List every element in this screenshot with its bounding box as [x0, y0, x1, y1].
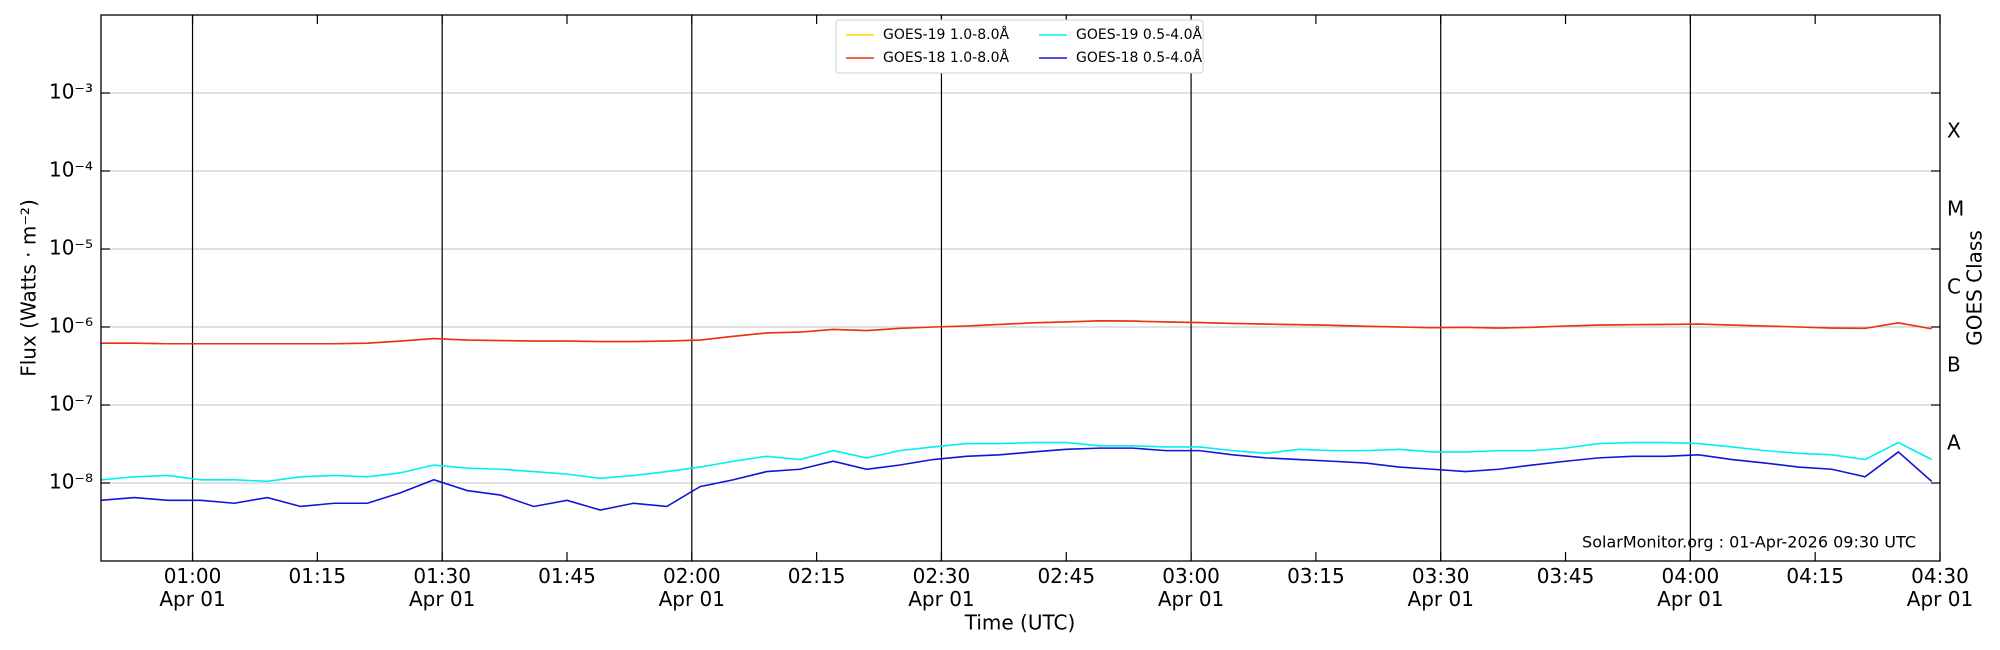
x-tick-label: 04:30 Apr 01	[1906, 564, 1974, 611]
x-tick-label: 01:00 Apr 01	[159, 564, 226, 611]
x-tick-label: 04:15	[1786, 564, 1844, 588]
x-tick-label: 03:15	[1287, 564, 1345, 588]
legend-box	[835, 19, 1204, 74]
class-label: M	[1947, 197, 1964, 221]
annotation: SolarMonitor.org : 01-Apr-2026 09:30 UTC	[1582, 533, 1916, 552]
x-tick-label: 01:45	[538, 564, 596, 588]
class-label: X	[1947, 119, 1961, 143]
y-axis-label: Flux (Watts · m⁻²)	[17, 199, 41, 377]
legend-label: GOES-19 0.5-4.0Å	[1076, 26, 1202, 43]
legend-label: GOES-18 1.0-8.0Å	[883, 49, 1009, 66]
y-tick-label: 10⁻⁸	[49, 470, 93, 494]
legend-label: GOES-19 1.0-8.0Å	[883, 26, 1009, 43]
y-tick-label: 10⁻⁷	[49, 392, 93, 416]
y-tick-label: 10⁻⁴	[49, 158, 93, 182]
plot-frame	[100, 14, 1941, 562]
x-tick-label: 03:45	[1536, 564, 1595, 588]
x-tick-label: 02:45	[1037, 564, 1096, 588]
x-tick-label: 02:15	[787, 564, 846, 588]
class-label: A	[1947, 431, 1961, 455]
x-tick-label: 02:30 Apr 01	[908, 564, 975, 611]
x-tick-label: 04:00 Apr 01	[1657, 564, 1724, 611]
class-label: B	[1947, 353, 1961, 377]
series-line	[100, 447, 1933, 511]
x-axis-label: Time (UTC)	[964, 611, 1076, 635]
class-label: C	[1947, 275, 1961, 299]
x-tick-label: 01:15	[288, 564, 347, 588]
series-line	[100, 441, 1933, 483]
series-line	[101, 320, 1932, 345]
x-tick-label: 03:00 Apr 01	[1157, 564, 1225, 611]
y-tick-label: 10⁻⁵	[49, 236, 93, 260]
legend-label: GOES-18 0.5-4.0Å	[1076, 49, 1202, 66]
x-tick-label: 01:30 Apr 01	[408, 564, 476, 611]
y2-axis-label: GOES Class	[1963, 230, 1987, 346]
x-tick-label: 03:30 Apr 01	[1407, 564, 1474, 611]
y-tick-label: 10⁻³	[49, 80, 93, 104]
y-tick-label: 10⁻⁶	[49, 314, 93, 338]
x-tick-label: 02:00 Apr 01	[658, 564, 725, 611]
